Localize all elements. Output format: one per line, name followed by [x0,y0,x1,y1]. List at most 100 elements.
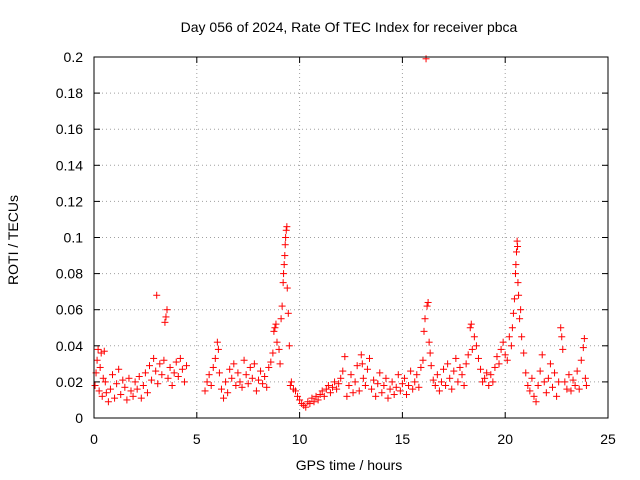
data-point [156,360,164,368]
data-point [335,380,343,388]
data-point [133,385,141,393]
data-point [481,374,489,382]
data-point [558,333,566,341]
data-point [275,345,283,353]
data-point [178,365,186,373]
data-point [462,360,470,368]
data-point [497,345,505,353]
y-tick-label: 0.14 [56,157,83,173]
data-point [97,349,105,357]
data-point [246,363,254,371]
data-point [553,392,561,400]
data-point [148,376,156,384]
data-point [308,394,316,402]
data-point [269,349,277,357]
data-point [366,354,374,362]
data-point [94,345,102,353]
data-point [510,295,518,303]
x-axis-label: GPS time / hours [296,457,403,473]
data-point [370,376,378,384]
data-point [563,385,571,393]
data-point [160,356,168,364]
data-point [415,383,423,391]
data-point [384,394,392,402]
data-point [326,389,334,397]
data-point [257,367,265,375]
data-point [495,360,503,368]
data-point [499,338,507,346]
data-point [139,382,147,390]
data-point [426,349,434,357]
data-point [407,367,415,375]
data-point [544,374,552,382]
data-point [516,315,524,323]
data-point [355,387,363,395]
data-point [411,378,419,386]
data-point [470,333,478,341]
data-point [310,398,318,406]
data-point [205,371,213,379]
data-point [565,371,573,379]
data-point [392,383,400,391]
data-point [306,400,314,408]
data-point [121,383,129,391]
data-point [100,347,108,355]
data-point [417,363,425,371]
data-point [489,378,497,386]
x-tick-label: 20 [497,431,513,447]
data-point [279,279,287,287]
data-point [440,365,448,373]
data-point [524,382,532,390]
data-point [291,387,299,395]
data-point [272,320,280,328]
data-point [368,385,376,393]
data-point [285,342,293,350]
data-point [101,378,109,386]
data-point [244,380,252,388]
y-tick-label: 0.08 [56,266,83,282]
y-tick-label: 0.06 [56,302,83,318]
data-point [109,371,117,379]
data-point [444,360,452,368]
data-point [359,374,367,382]
data-point [143,389,151,397]
data-point [104,398,112,406]
data-point [485,382,493,390]
data-point [222,378,230,386]
data-point [252,387,260,395]
data-point [361,382,369,390]
data-point [479,378,487,386]
data-point [271,324,279,332]
chart-title: Day 056 of 2024, Rate Of TEC Index for r… [181,19,518,35]
data-point [456,363,464,371]
y-tick-label: 0.1 [64,230,84,246]
data-point [435,387,443,395]
data-point [542,389,550,397]
data-point [280,270,288,278]
data-point [526,387,534,395]
data-point [351,378,359,386]
data-point [95,387,103,395]
data-point [413,371,421,379]
data-point [170,369,178,377]
data-point [174,372,182,380]
data-point [477,365,485,373]
data-point [429,376,437,384]
data-point [213,338,221,346]
data-point [270,327,278,335]
data-point [579,344,587,352]
data-point [540,378,548,386]
data-point [378,389,386,397]
data-point [493,353,501,361]
data-point [514,243,522,251]
data-point [217,385,225,393]
data-point [515,291,523,299]
data-point [211,354,219,362]
data-point [312,392,320,400]
data-point [93,356,101,364]
data-point [214,345,222,353]
data-point [117,391,125,399]
data-point [331,378,339,386]
data-point [273,338,281,346]
data-point [425,338,433,346]
